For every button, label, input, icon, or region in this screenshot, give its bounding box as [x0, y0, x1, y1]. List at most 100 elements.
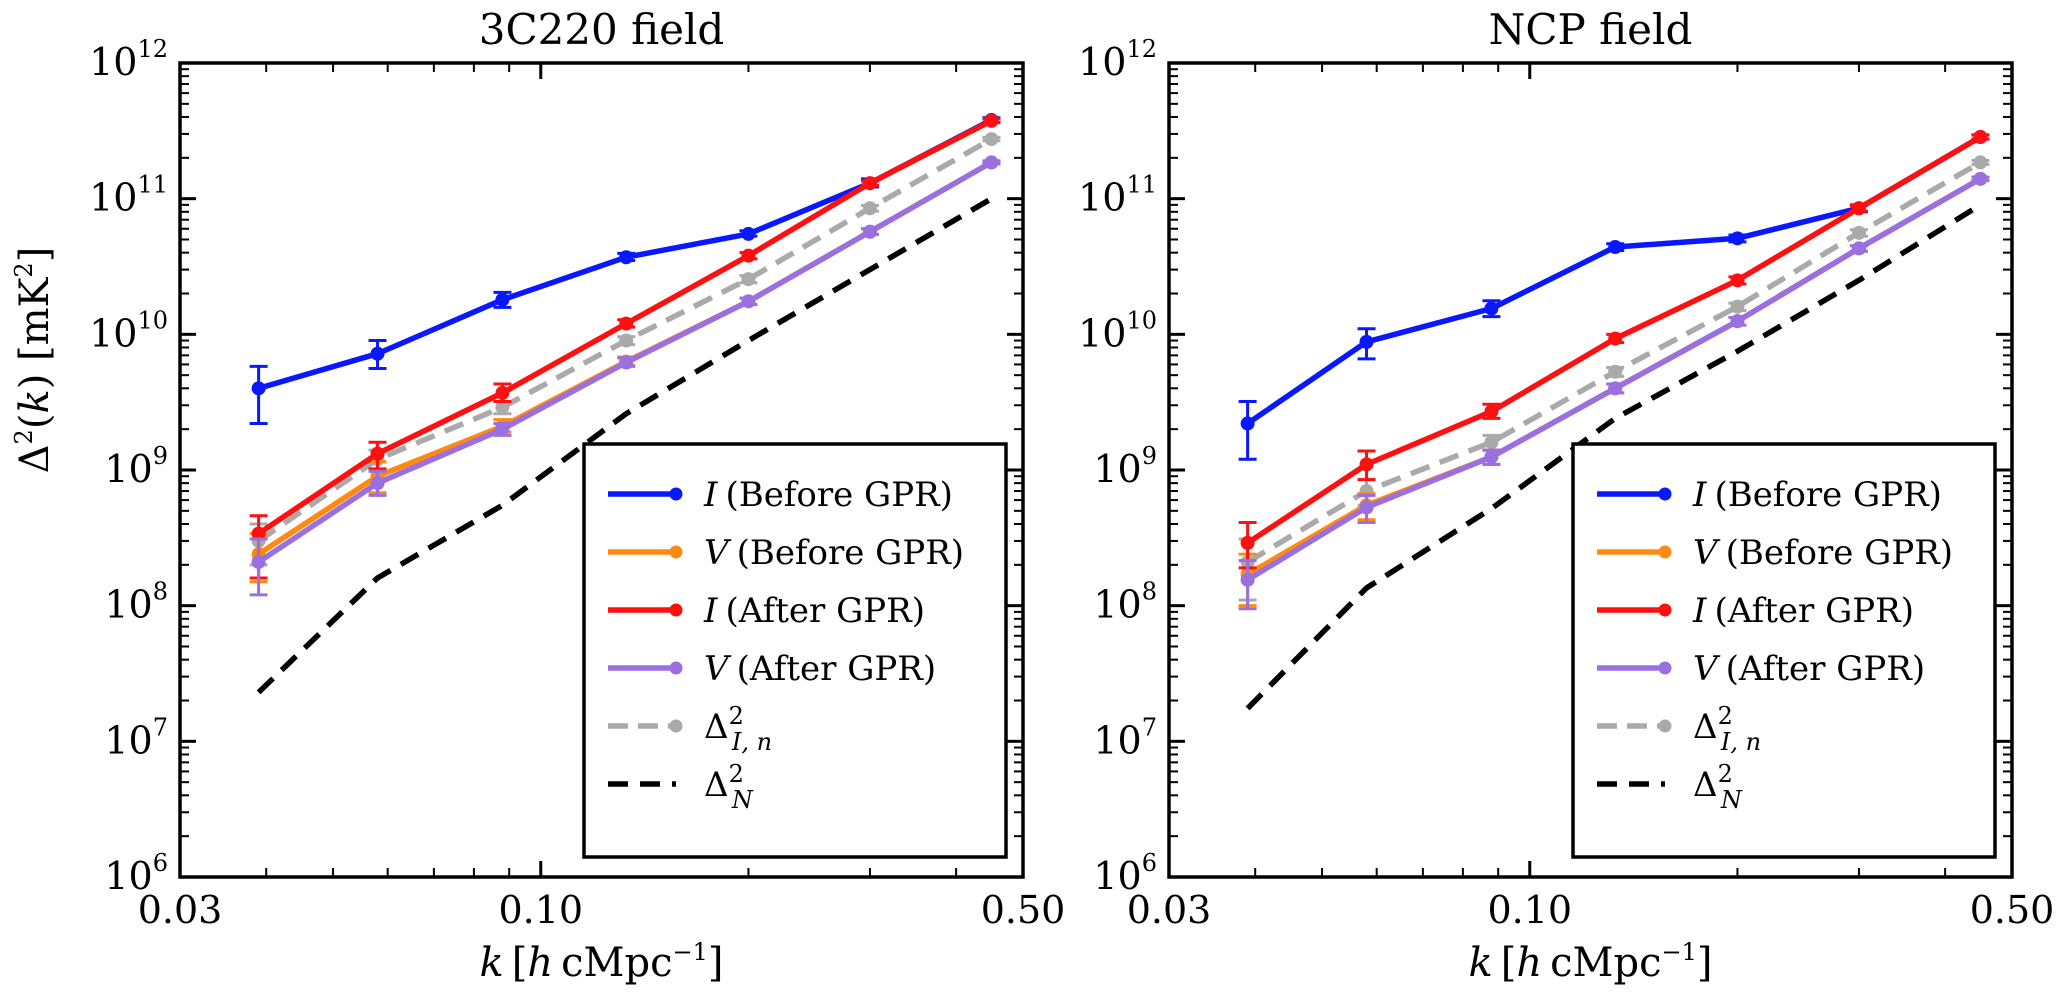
data-point: [862, 176, 877, 191]
legend-marker: [1658, 603, 1672, 617]
legend-entry-V_before: V (Before GPR): [608, 533, 964, 573]
data-point: [1240, 535, 1255, 550]
legend-entry-V_before: V (Before GPR): [1597, 533, 1953, 573]
svg-text:Δ2(k) [mK2]: Δ2(k) [mK2]: [10, 247, 58, 474]
y-tick-label: 108: [104, 578, 168, 627]
legend-entry-V_after: V (After GPR): [608, 649, 936, 689]
data-point: [1359, 457, 1374, 472]
data-point: [862, 224, 877, 239]
data-point: [1730, 314, 1745, 329]
legend-marker: [669, 719, 683, 733]
data-point: [619, 250, 634, 265]
legend-entry-V_after: V (After GPR): [1597, 649, 1925, 689]
y-tick-label: 107: [1093, 713, 1157, 762]
legend-marker: [1658, 661, 1672, 675]
data-point: [984, 113, 999, 128]
legend-label: Δ2 N: [1693, 760, 1743, 814]
legend-entry-I_after: I (After GPR): [608, 591, 925, 631]
legend-label: V (After GPR): [1693, 649, 1925, 689]
data-point: [370, 446, 385, 461]
legend-label: I (Before GPR): [703, 475, 953, 515]
series-line: [1245, 202, 1982, 711]
data-point: [984, 155, 999, 170]
y-tick-label: 1010: [1078, 306, 1157, 355]
data-point: [370, 346, 385, 361]
data-point: [1608, 331, 1623, 346]
data-point: [619, 316, 634, 331]
legend-label: V (Before GPR): [704, 533, 964, 573]
x-tick-label: 0.03: [1127, 888, 1212, 932]
data-point: [741, 294, 756, 309]
series-noise_N: [1245, 202, 1982, 711]
y-tick-label: 1012: [89, 35, 168, 84]
data-point: [619, 333, 634, 348]
x-tick-label: 0.03: [138, 888, 223, 932]
x-ticks: [1168, 63, 2013, 877]
data-point: [741, 248, 756, 263]
data-point: [741, 226, 756, 241]
data-point: [741, 272, 756, 287]
y-ticks: [180, 61, 1023, 879]
chart-title: NCP field: [1489, 5, 1693, 54]
legend-marker: [669, 603, 683, 617]
series-I_before: [249, 113, 1001, 426]
panel-ncp: NCP field 106 107 108 109 1010 1011 1012 0.03 0.1…: [1078, 5, 2054, 986]
data-point: [1608, 240, 1623, 255]
series-line: [1246, 134, 1982, 426]
data-point: [495, 292, 510, 307]
data-point: [1608, 364, 1623, 379]
legend-label: I (Before GPR): [1692, 475, 1942, 515]
data-point: [251, 381, 266, 396]
legend-entry-noise_I: Δ2 I, n: [608, 702, 772, 756]
y-tick-label: 1012: [1078, 35, 1157, 84]
data-point: [619, 355, 634, 370]
x-axis-label: k [h cMpc−1]: [1469, 938, 1713, 986]
legend-entry-noise_N: Δ2 N: [608, 760, 754, 814]
data-point: [1730, 299, 1745, 314]
data-point: [1973, 129, 1988, 144]
series-I_after: [1238, 129, 1990, 570]
y-tick-label: 109: [1093, 442, 1157, 491]
y-tick-label: 1010: [89, 306, 168, 355]
data-point: [1484, 404, 1499, 419]
data-point: [1851, 201, 1866, 216]
legend-frame: [1571, 442, 1997, 859]
y-tick-label: 108: [1093, 578, 1157, 627]
x-axis-label: k [h cMpc−1]: [480, 938, 724, 986]
legend-label: V (Before GPR): [1693, 533, 1953, 573]
series-V_after: [249, 155, 1001, 597]
y-ticks: [1169, 61, 2012, 879]
legend-label: V (After GPR): [704, 649, 936, 689]
legend: I (Before GPR) V (Before GPR) I (After GPR) V(…: [1571, 442, 1997, 859]
legend-marker: [669, 661, 683, 675]
legend-entry-noise_N: Δ2 N: [1597, 760, 1743, 814]
legend-entry-I_before: I (Before GPR): [1597, 475, 1942, 515]
legend-label: I (After GPR): [703, 591, 925, 631]
legend-entry-I_before: I (Before GPR): [608, 475, 953, 515]
data-point: [495, 422, 510, 437]
data-point: [1484, 301, 1499, 316]
series-line: [256, 196, 993, 695]
legend-label: I (After GPR): [1692, 591, 1914, 631]
legend-label: Δ2 I, n: [704, 702, 772, 756]
data-point: [1973, 155, 1988, 170]
series-noise_N: [256, 196, 993, 695]
data-point: [1240, 572, 1255, 587]
x-ticks: [179, 63, 1024, 877]
panel-3c220: 3C220 field 106 107 108 109 1010 1011 1012 0.03 0…: [89, 5, 1065, 986]
chart-title: 3C220 field: [479, 5, 725, 54]
legend-marker: [669, 487, 683, 501]
series-I_before: [1238, 129, 1990, 461]
legend-marker: [1658, 545, 1672, 559]
y-tick-label: 106: [1093, 849, 1157, 898]
legend: I (Before GPR) V (Before GPR) I (After GPR) V(…: [582, 442, 1008, 859]
series-V_after: [1238, 171, 1990, 611]
data-point: [251, 554, 266, 569]
data-point: [1240, 416, 1255, 431]
y-tick-label: 106: [104, 849, 168, 898]
data-point: [370, 476, 385, 491]
data-point: [1851, 241, 1866, 256]
y-tick-label: 1011: [1078, 171, 1157, 220]
data-point: [1730, 231, 1745, 246]
